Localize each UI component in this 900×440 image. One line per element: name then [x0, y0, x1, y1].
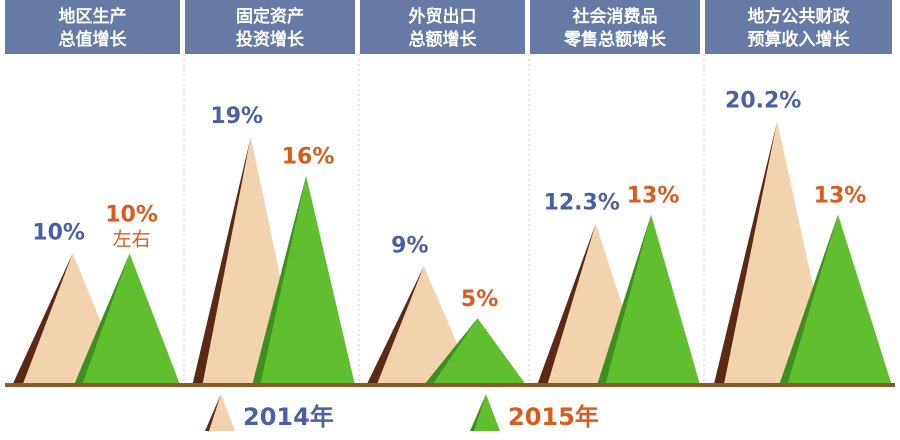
mark-2015	[433, 318, 525, 383]
category-label: 零售总额增长	[563, 29, 667, 50]
mark-2015	[787, 214, 892, 383]
mark-2015	[82, 253, 180, 383]
data-label-2015: 16%	[282, 145, 335, 170]
mark-2015-shade	[425, 318, 478, 383]
data-label-2015: 13%	[627, 184, 680, 209]
mark-2015	[260, 175, 355, 383]
data-label-2015: 5%	[461, 287, 498, 312]
mark-2015-shade	[597, 214, 652, 383]
mark-2015-shade	[252, 175, 307, 383]
legend-2015-swatch	[474, 394, 500, 431]
data-label-2014: 9%	[391, 233, 428, 258]
legend-2014-swatch	[209, 394, 235, 431]
data-label-2014: 10%	[32, 220, 85, 245]
data-label-2014: 19%	[210, 104, 263, 129]
category-header	[360, 0, 525, 54]
category-header	[530, 0, 700, 54]
category-label: 投资增长	[236, 29, 305, 50]
mark-2014-shade	[192, 136, 251, 383]
legend-2014-swatch-shade	[205, 394, 221, 431]
mark-2015-shade	[779, 214, 838, 383]
mark-2014-shade	[537, 223, 596, 383]
data-label-2015: 13%	[814, 184, 867, 209]
legend-2015-label: 2015年	[508, 403, 599, 431]
category-header	[5, 0, 180, 54]
mark-2014-shade	[714, 121, 778, 384]
mark-2014-shade	[367, 266, 424, 383]
category-label: 社会消费品	[572, 6, 658, 27]
category-label: 地区生产	[59, 6, 127, 27]
data-label-2015: 10%	[105, 202, 158, 227]
category-header	[185, 0, 355, 54]
legend-2014-label: 2014年	[243, 403, 334, 431]
data-label-note-2015: 左右	[113, 228, 151, 250]
mark-2014-shade	[13, 253, 73, 383]
category-label: 总值增长	[59, 29, 128, 50]
mark-2015	[605, 214, 700, 383]
category-header	[705, 0, 892, 54]
baseline	[5, 383, 895, 387]
mark-2015-shade	[74, 253, 130, 383]
category-label: 地方公共财政	[748, 6, 851, 27]
data-label-2014: 12.3%	[544, 191, 620, 216]
legend-2015-swatch-shade	[470, 394, 486, 431]
category-label: 固定资产	[236, 6, 304, 27]
data-label-2014: 20.2%	[725, 88, 801, 113]
category-label: 预算收入增长	[748, 29, 851, 50]
category-label: 总额增长	[409, 29, 478, 50]
category-label: 外贸出口	[409, 6, 477, 27]
